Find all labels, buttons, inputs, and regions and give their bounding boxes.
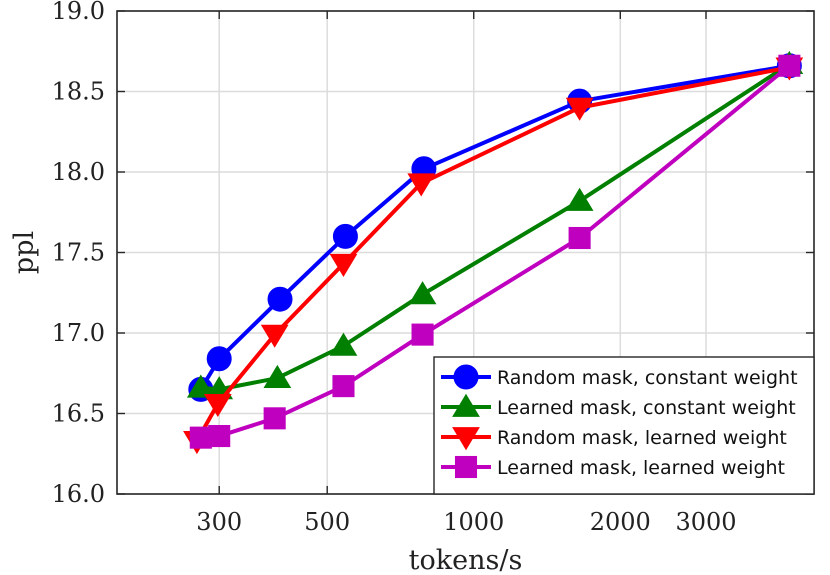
series-4	[189, 54, 801, 449]
data-point-marker	[189, 426, 212, 449]
legend-item: Random mask, learned weight	[441, 427, 787, 451]
y-tick-label: 17.5	[52, 239, 105, 267]
legend-label: Random mask, learned weight	[497, 427, 787, 449]
y-tick-label: 18.5	[52, 78, 105, 106]
data-point-marker	[260, 324, 289, 348]
y-axis-ticks: 16.0 16.5 17.0 17.5 18.0 18.5 19.0	[52, 0, 814, 508]
legend-marker	[454, 455, 478, 479]
data-point-marker	[332, 375, 355, 398]
data-point-marker	[206, 346, 232, 372]
legend-label: Learned mask, learned weight	[497, 457, 785, 479]
data-point-marker	[778, 54, 801, 77]
data-point-marker	[203, 393, 232, 418]
x-tick-label: 1000	[443, 508, 504, 536]
data-point-marker	[565, 97, 594, 121]
x-axis-ticks: 300 500 1000 2000 3000	[196, 11, 737, 536]
x-tick-label: 300	[196, 508, 242, 536]
y-tick-label: 17.0	[52, 319, 105, 347]
legend: Random mask, constant weight Learned mask…	[433, 356, 815, 495]
x-axis-label: tokens/s	[409, 545, 523, 575]
data-point-marker	[263, 364, 292, 388]
data-point-marker	[411, 323, 434, 346]
legend-marker	[452, 427, 480, 451]
legend-label: Learned mask, constant weight	[497, 397, 796, 419]
legend-marker	[453, 364, 479, 390]
legend-marker	[452, 393, 480, 417]
data-point-marker	[332, 223, 358, 249]
y-tick-label: 19.0	[52, 0, 105, 25]
data-point-marker	[186, 374, 215, 398]
legend-box	[433, 356, 815, 495]
legend-label: Random mask, constant weight	[497, 367, 798, 389]
data-point-marker	[565, 187, 594, 211]
data-point-marker	[267, 286, 293, 312]
x-tick-label: 500	[304, 508, 350, 536]
legend-item: Learned mask, constant weight	[441, 393, 796, 419]
y-tick-label: 16.5	[52, 400, 105, 428]
data-point-marker	[568, 226, 591, 250]
series-layer	[183, 50, 804, 455]
data-point-marker	[407, 173, 436, 197]
data-point-marker	[208, 425, 231, 448]
data-point-marker	[329, 253, 358, 277]
y-axis-label: ppl	[9, 231, 40, 274]
y-tick-label: 16.0	[52, 480, 105, 508]
data-point-marker	[329, 332, 358, 356]
legend-item: Random mask, constant weight	[441, 364, 798, 390]
x-tick-label: 3000	[675, 508, 736, 536]
data-point-marker	[408, 281, 437, 305]
legend-item: Learned mask, learned weight	[441, 455, 785, 479]
x-tick-label: 2000	[590, 508, 651, 536]
data-point-marker	[263, 407, 286, 430]
y-tick-label: 18.0	[52, 158, 105, 186]
